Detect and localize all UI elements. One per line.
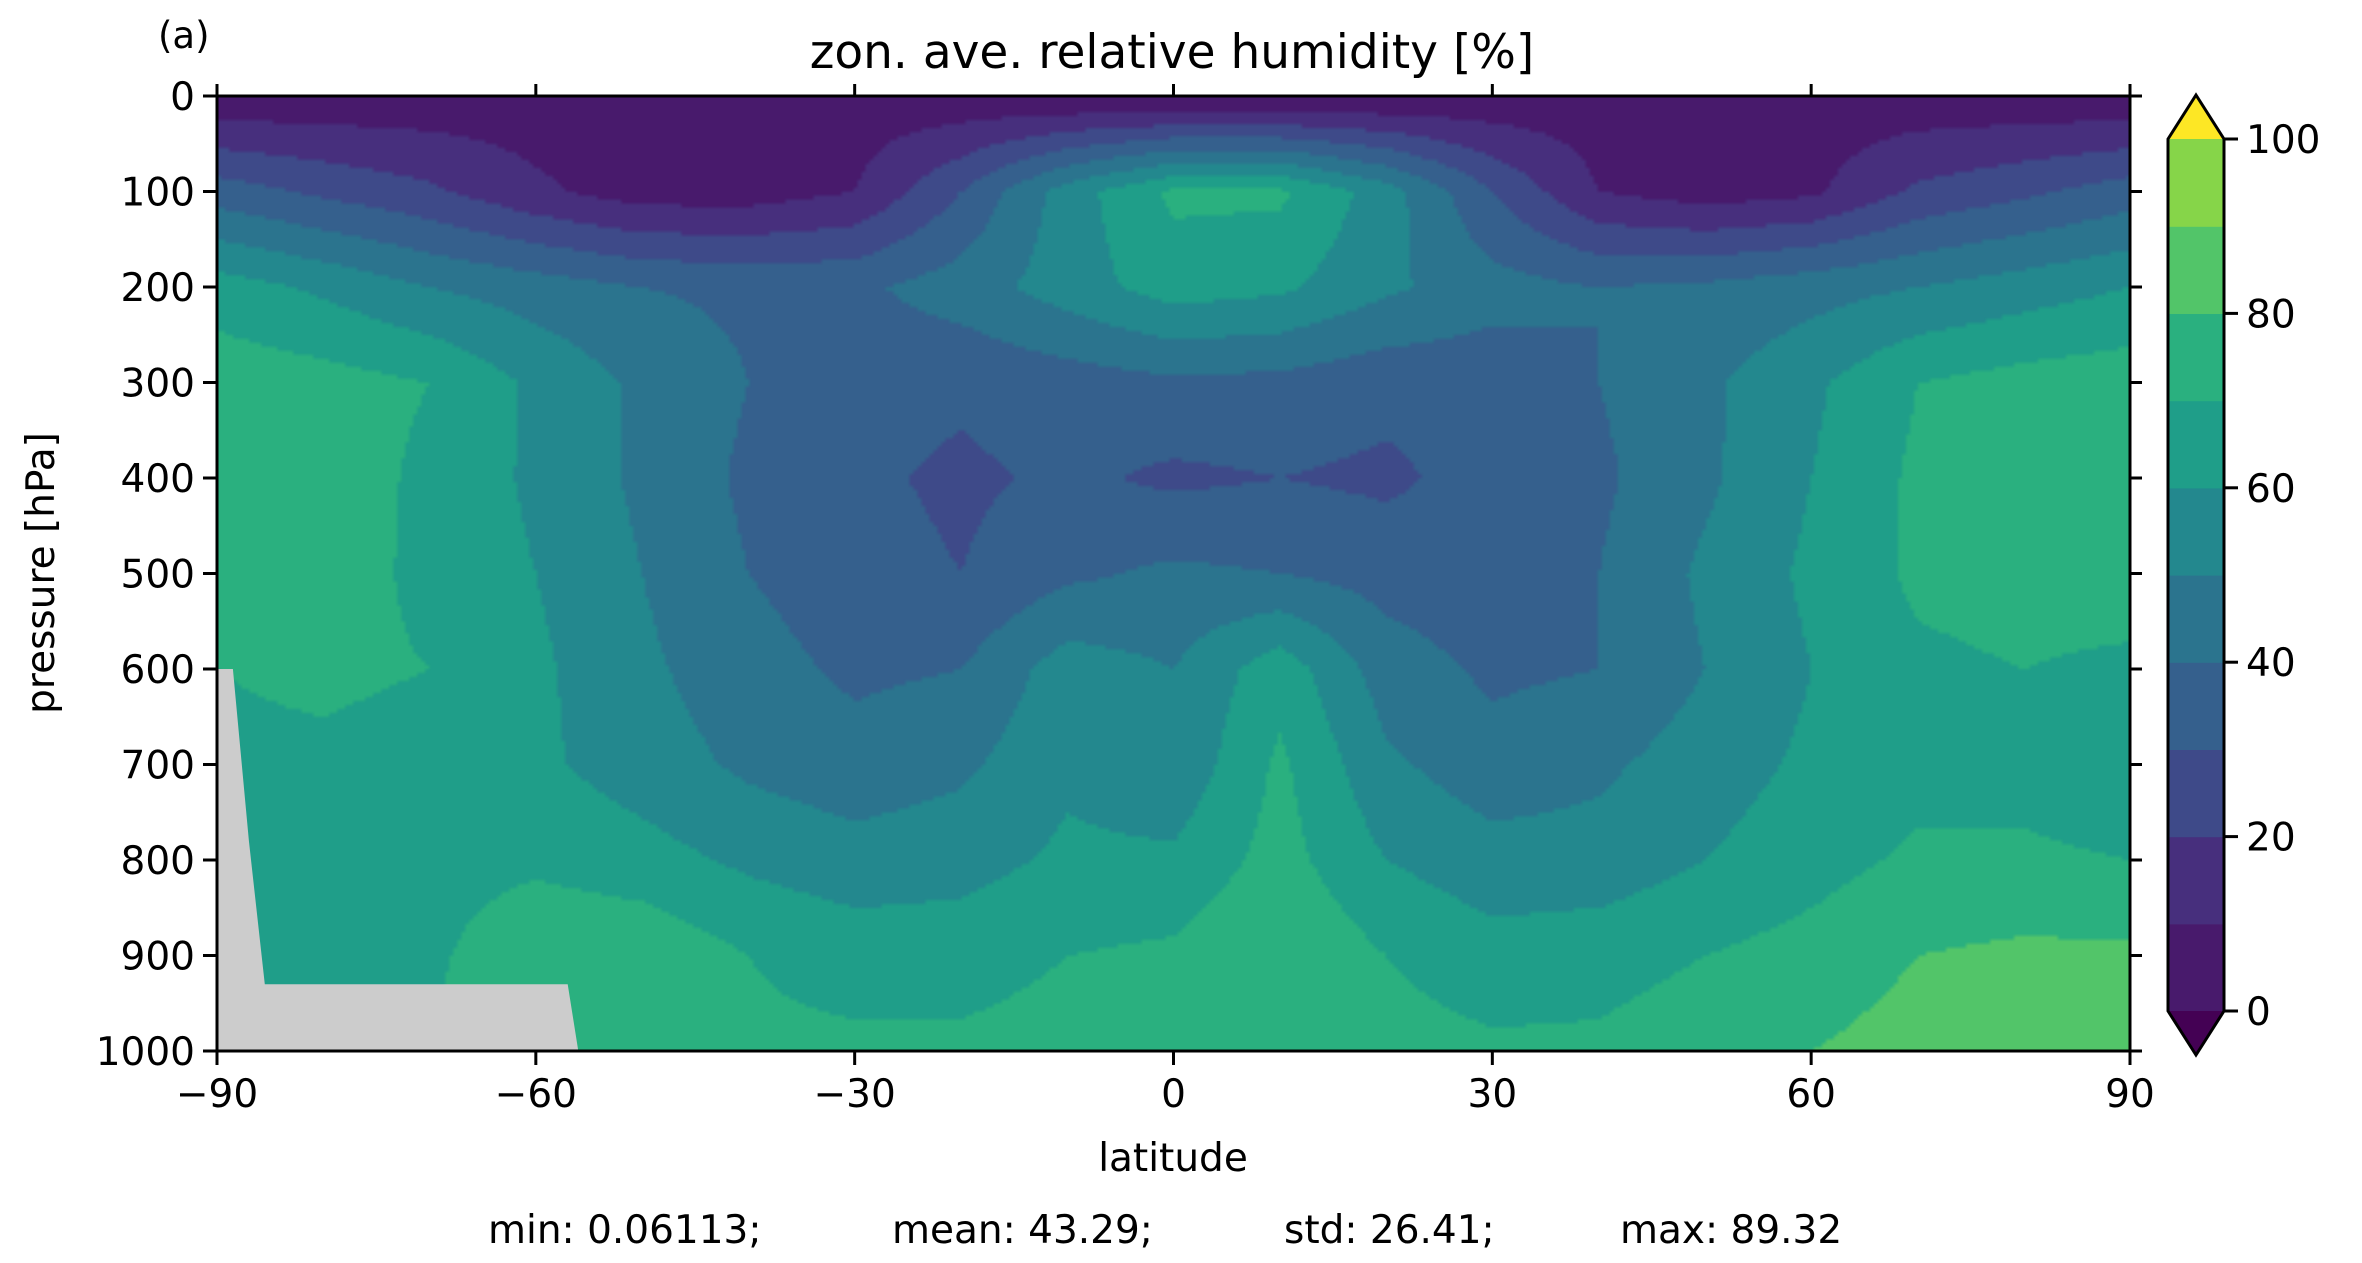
- colorbar-tick-label: 40: [2246, 641, 2296, 686]
- y-tick-label: 0: [170, 75, 195, 120]
- x-tick-label: 60: [1786, 1072, 1836, 1117]
- x-axis: −90 −60 −30 0 30 60 90: [176, 84, 2155, 1117]
- x-tick-label: 0: [1161, 1072, 1186, 1117]
- colorbar-band: [2168, 836, 2224, 925]
- y-axis: 0 100 200 300 400 500 600 700 800 900 1000: [96, 75, 2142, 1075]
- colorbar-band: [2168, 313, 2224, 402]
- stat-std: std: 26.41;: [1284, 1208, 1495, 1253]
- stats-bar: min: 0.06113; mean: 43.29; std: 26.41; m…: [0, 1208, 2362, 1256]
- stat-mean: mean: 43.29;: [892, 1208, 1153, 1253]
- x-tick-label: −90: [176, 1072, 258, 1117]
- colorbar-band: [2168, 487, 2224, 576]
- humidity-field: [217, 96, 2130, 1051]
- y-tick-label: 200: [121, 266, 195, 311]
- y-tick-label: 300: [121, 362, 195, 407]
- y-axis-label: pressure [hPa]: [19, 432, 64, 714]
- y-tick-label: 1000: [96, 1030, 195, 1075]
- y-tick-label: 100: [121, 171, 195, 216]
- colorbar-tick-label: 60: [2246, 467, 2296, 512]
- y-tick-label: 500: [121, 553, 195, 598]
- colorbar-tick-label: 0: [2246, 990, 2271, 1035]
- colorbar-band: [2168, 226, 2224, 314]
- colorbar-band: [2168, 400, 2224, 489]
- y-tick-label: 800: [121, 839, 195, 884]
- x-tick-label: −30: [814, 1072, 896, 1117]
- colorbar-tick-label: 20: [2246, 816, 2296, 861]
- chart-title: zon. ave. relative humidity [%]: [810, 25, 1535, 80]
- x-tick-label: −60: [495, 1072, 577, 1117]
- stat-min: min: 0.06113;: [488, 1208, 762, 1253]
- missing-data-region: [217, 669, 579, 1051]
- colorbar-band: [2168, 749, 2224, 838]
- y-tick-label: 700: [121, 744, 195, 789]
- colorbar-extend-min: [2168, 1011, 2224, 1055]
- y-tick-label: 900: [121, 935, 195, 980]
- colorbar-extend-max: [2168, 95, 2224, 139]
- colorbar-band: [2168, 923, 2224, 1012]
- y-tick-label: 600: [121, 648, 195, 693]
- colorbar-tick-label: 80: [2246, 292, 2296, 337]
- x-axis-label: latitude: [1098, 1136, 1248, 1181]
- colorbar-band: [2168, 139, 2224, 227]
- x-tick-label: 90: [2105, 1072, 2155, 1117]
- panel-label: (a): [158, 14, 210, 57]
- stat-max: max: 89.32: [1620, 1208, 1843, 1253]
- colorbar: 0 20 40 60 80 100: [2166, 92, 2320, 1058]
- colorbar-band: [2168, 662, 2224, 750]
- y-tick-label: 400: [121, 457, 195, 502]
- colorbar-tick-label: 100: [2246, 118, 2320, 163]
- plot-area: [215, 94, 2132, 1053]
- x-tick-label: 30: [1468, 1072, 1518, 1117]
- colorbar-band: [2168, 575, 2224, 663]
